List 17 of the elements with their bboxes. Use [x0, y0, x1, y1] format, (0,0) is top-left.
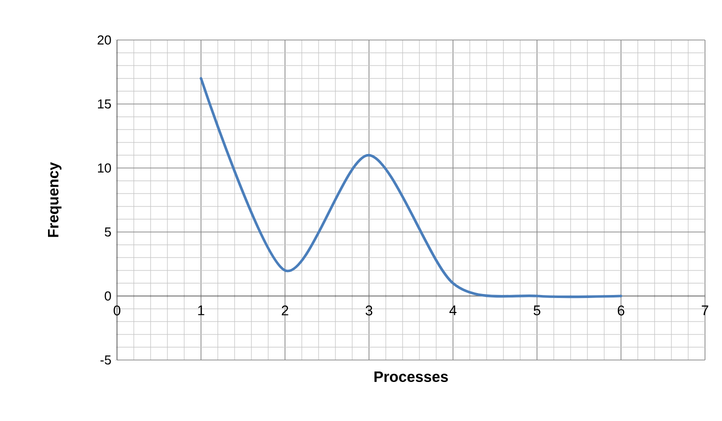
x-tick-label: 7: [702, 306, 708, 316]
x-tick-label: 6: [618, 306, 624, 316]
y-tick-label: 15: [98, 99, 111, 109]
y-axis-title: Frequency: [48, 162, 62, 237]
y-tick-label: 20: [98, 35, 111, 45]
x-tick-label: 4: [449, 306, 456, 316]
x-tick-label: 0: [114, 306, 120, 316]
y-tick-label: 5: [104, 227, 111, 237]
y-tick-label: -5: [100, 355, 111, 365]
x-tick-label: 2: [282, 306, 288, 316]
x-tick-label: 3: [366, 306, 372, 316]
x-tick-label: 1: [198, 306, 204, 316]
y-tick-label: 10: [98, 163, 111, 173]
x-axis-title: Processes: [374, 372, 448, 382]
y-tick-label: 0: [104, 291, 111, 301]
x-tick-label: 5: [534, 306, 540, 316]
line-series: [200, 77, 622, 298]
